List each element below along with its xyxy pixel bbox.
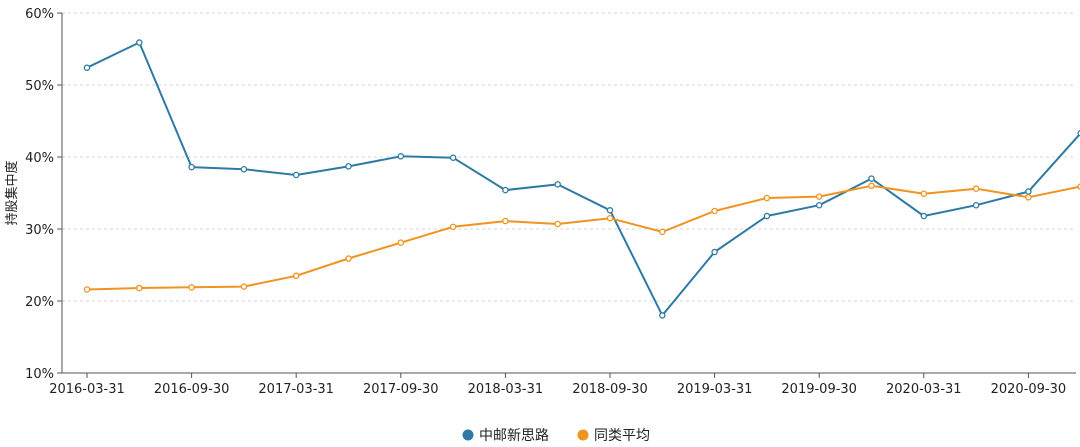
data-point[interactable] (502, 186, 509, 194)
series-2 (83, 182, 1080, 293)
series-1 (83, 39, 1080, 319)
legend-item-1[interactable]: 中邮新思路 (462, 428, 550, 444)
legend-label: 中邮新思路 (479, 428, 549, 444)
data-point[interactable] (763, 212, 771, 220)
legend-label: 同类平均 (594, 428, 650, 444)
data-point[interactable] (606, 214, 614, 222)
data-point[interactable] (1025, 194, 1032, 201)
data-point[interactable] (920, 190, 928, 197)
data-point[interactable] (815, 193, 823, 200)
data-point[interactable] (345, 255, 352, 262)
data-point[interactable] (83, 286, 91, 293)
legend-marker (577, 429, 589, 441)
axes (61, 13, 1076, 374)
data-point[interactable] (554, 220, 561, 228)
y-tick-label: 20% (25, 295, 54, 310)
data-point[interactable] (815, 201, 823, 209)
y-tick-label: 30% (25, 223, 54, 238)
data-point[interactable] (397, 239, 405, 246)
grid-lines (62, 12, 1076, 302)
y-axis-title: 持股集中度 (4, 160, 20, 225)
y-tick-label: 40% (25, 151, 54, 166)
x-tick-label: 2017-03-31 (258, 382, 334, 397)
x-tick-label: 2020-03-31 (886, 382, 962, 397)
data-point[interactable] (240, 165, 248, 173)
x-tick-labels: 2016-03-31 2016-09-30 2017-03-31 2017-09-30… (49, 373, 1066, 397)
legend: 中邮新思路 同类平均 (462, 428, 651, 444)
x-tick-label: 2019-03-31 (677, 382, 753, 397)
data-point[interactable] (659, 228, 666, 236)
data-point[interactable] (763, 194, 771, 202)
x-tick-label: 2016-09-30 (154, 382, 230, 397)
legend-item-2[interactable]: 同类平均 (577, 428, 651, 444)
data-point[interactable] (449, 154, 457, 161)
data-point[interactable] (1025, 188, 1032, 195)
x-tick-label: 2018-03-31 (468, 382, 544, 397)
data-point[interactable] (711, 248, 718, 256)
x-tick-label: 2018-09-30 (572, 382, 648, 397)
data-point[interactable] (292, 272, 300, 280)
series-line (86, 41, 1080, 317)
data-point[interactable] (920, 212, 928, 220)
data-point[interactable] (554, 181, 561, 188)
data-point[interactable] (240, 283, 248, 290)
series-line (86, 184, 1080, 291)
y-tick-label: 50% (25, 79, 54, 94)
data-point[interactable] (606, 207, 614, 214)
data-point[interactable] (136, 284, 143, 292)
x-tick-label: 2016-03-31 (49, 382, 125, 397)
data-point[interactable] (188, 284, 195, 291)
data-point[interactable] (397, 153, 405, 160)
y-tick-label: 60% (25, 7, 54, 22)
data-point[interactable] (345, 163, 352, 170)
y-tick-label: 10% (25, 367, 54, 382)
data-point[interactable] (972, 201, 980, 209)
x-tick-label: 2020-09-30 (991, 382, 1067, 397)
data-point[interactable] (711, 207, 718, 215)
y-tick-labels: 10% 20% 30% 40% 50% 60% (25, 7, 62, 382)
x-tick-label: 2019-09-30 (781, 382, 857, 397)
data-point[interactable] (83, 64, 91, 71)
data-point[interactable] (188, 163, 195, 171)
data-point[interactable] (449, 223, 457, 231)
data-point[interactable] (868, 175, 875, 182)
x-tick-label: 2017-09-30 (363, 382, 439, 397)
data-point[interactable] (136, 39, 143, 46)
data-point[interactable] (502, 217, 509, 225)
legend-marker (462, 429, 474, 441)
series (83, 39, 1080, 319)
data-point[interactable] (972, 185, 980, 192)
data-point[interactable] (292, 171, 300, 179)
data-point[interactable] (659, 312, 666, 319)
data-point[interactable] (868, 182, 875, 190)
